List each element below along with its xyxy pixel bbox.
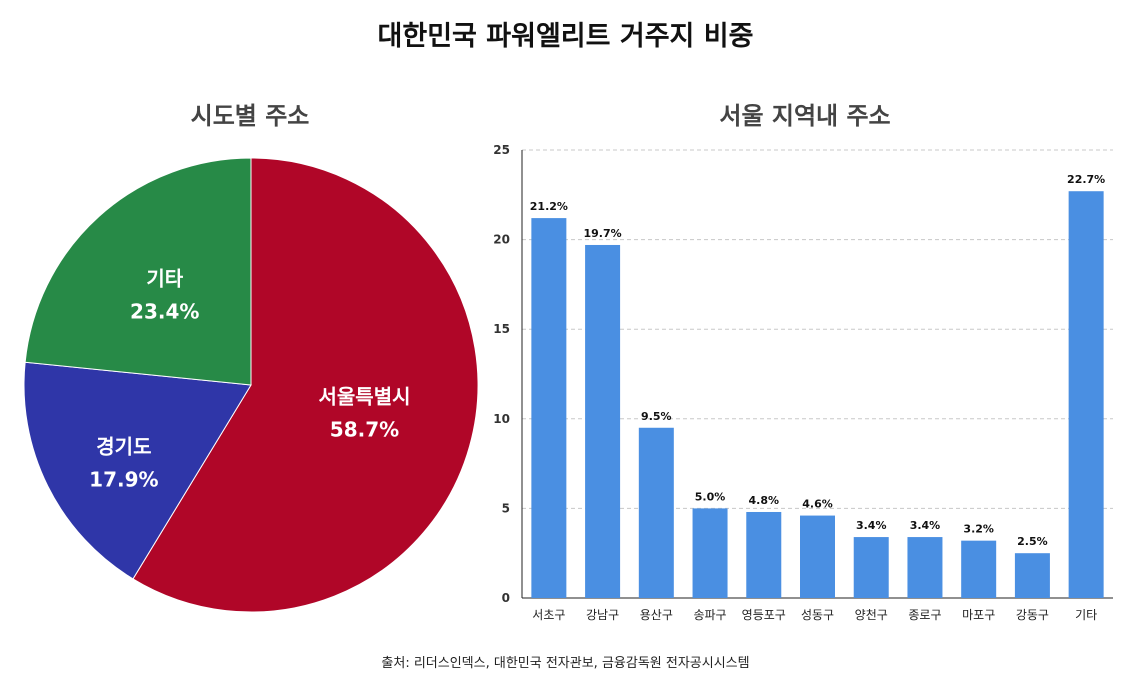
x-tick-label-2: 강남구: [586, 608, 619, 622]
x-tick-label-5: 영등포구: [742, 608, 786, 622]
pie-chart-title: 시도별 주소: [190, 102, 310, 130]
x-tick-label-6: 성동구: [801, 608, 834, 622]
x-tick-label-9: 마포구: [962, 608, 995, 622]
bar-value-label-7: 3.4%: [856, 519, 887, 532]
bar-chart: 0 5 10 15 20 25 21.2% 서초구 19.7% 강남구 9.5% 용산구 5.0% 송파구…: [493, 143, 1113, 622]
bar-value-label-5: 4.8%: [749, 494, 780, 507]
bar-value-label-8: 3.4%: [910, 519, 941, 532]
source-note: 출처: 리더스인덱스, 대한민국 전자관보, 금융감독원 전자공시시스템: [381, 656, 750, 671]
pie-label-2: 경기도: [96, 435, 151, 459]
bar-chart-title: 서울 지역내 주소: [719, 102, 891, 130]
bar-9: [961, 540, 997, 598]
y-tick-label-1: 0: [502, 591, 510, 605]
bar-6: [800, 515, 835, 598]
x-tick-label-3: 용산구: [640, 608, 673, 622]
bar-value-label-3: 9.5%: [641, 410, 672, 423]
pie-chart: 서울특별시 58.7% 경기도 17.9% 기타 23.4%: [23, 157, 479, 613]
x-tick-label-7: 양천구: [855, 607, 888, 622]
bar-3: [638, 427, 674, 598]
bar-value-label-4: 5.0%: [695, 490, 726, 503]
y-tick-label-6: 25: [493, 143, 510, 157]
bar-10: [1014, 553, 1050, 598]
bar-5: [746, 511, 782, 598]
pie-slice-2: [23, 361, 252, 580]
bar-11: [1068, 191, 1104, 598]
pie-slice-1: [132, 157, 479, 613]
bar-value-label-6: 4.6%: [802, 498, 833, 511]
pie-value-1: 58.7%: [330, 418, 399, 442]
x-tick-label-11: 기타: [1075, 608, 1097, 622]
pie-value-2: 17.9%: [89, 468, 158, 492]
bar-1: [531, 218, 567, 598]
pie-slice-3: [24, 157, 252, 386]
bar-7: [853, 537, 889, 598]
bar-value-label-2: 19.7%: [584, 227, 622, 240]
pie-value-3: 23.4%: [130, 300, 199, 324]
bar-value-label-11: 22.7%: [1067, 173, 1105, 186]
bar-value-label-9: 3.2%: [963, 523, 994, 536]
main-title: 대한민국 파워엘리트 거주지 비중: [377, 21, 754, 52]
y-tick-label-5: 20: [493, 233, 510, 247]
bar-value-label-1: 21.2%: [530, 200, 568, 213]
bar-4: [692, 508, 728, 598]
y-tick-label-3: 10: [493, 412, 510, 426]
pie-label-1: 서울특별시: [319, 385, 411, 409]
bar-2: [585, 244, 621, 598]
x-tick-label-4: 송파구: [693, 608, 726, 622]
x-tick-label-10: 강동구: [1016, 608, 1049, 622]
bar-value-label-10: 2.5%: [1017, 535, 1048, 548]
y-tick-label-2: 5: [502, 501, 510, 515]
y-tick-label-4: 15: [493, 322, 510, 336]
x-tick-label-8: 종로구: [908, 608, 941, 622]
pie-label-3: 기타: [146, 267, 183, 291]
bar-8: [907, 537, 943, 598]
x-tick-label-1: 서초구: [532, 608, 565, 622]
